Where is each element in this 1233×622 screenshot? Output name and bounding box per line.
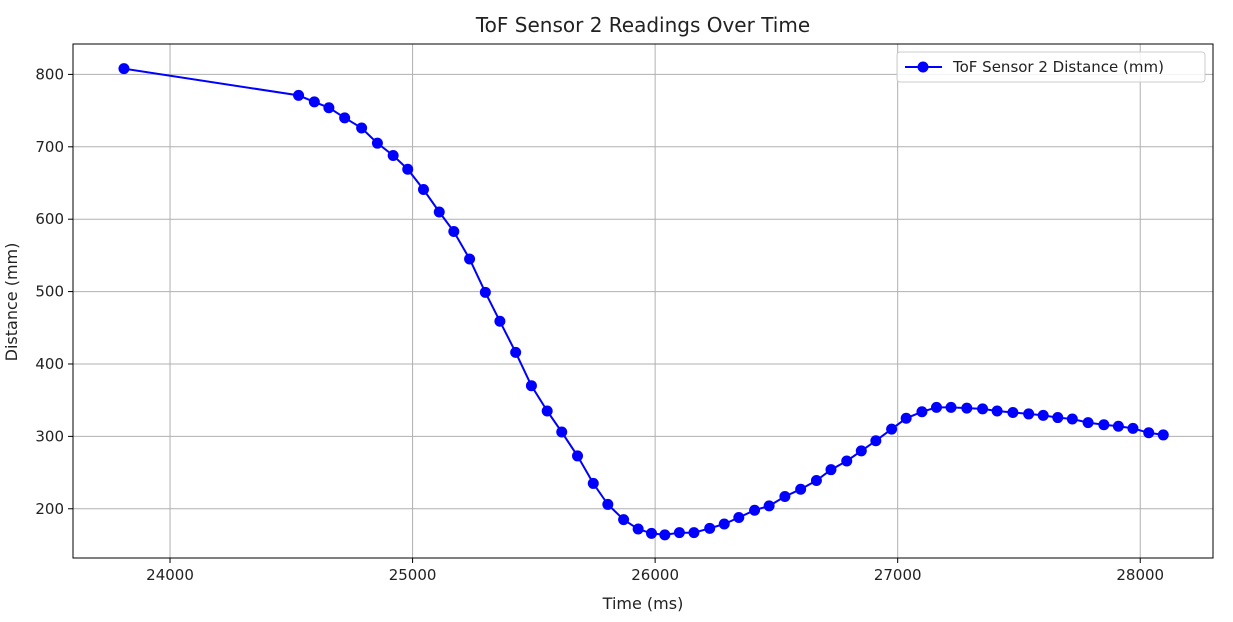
data-point xyxy=(930,401,942,413)
data-point xyxy=(464,253,476,265)
legend-label: ToF Sensor 2 Distance (mm) xyxy=(952,58,1164,76)
data-point xyxy=(417,184,429,196)
data-point xyxy=(704,522,716,534)
data-point xyxy=(900,412,912,424)
data-point xyxy=(1112,420,1124,432)
data-point xyxy=(293,89,305,101)
x-axis-label: Time (ms) xyxy=(602,594,684,613)
data-point xyxy=(718,518,730,530)
y-axis-label: Distance (mm) xyxy=(2,243,21,362)
data-point xyxy=(673,527,685,539)
data-point xyxy=(371,137,383,149)
y-tick-label: 700 xyxy=(35,138,64,156)
data-point xyxy=(1066,413,1078,425)
y-tick-label: 500 xyxy=(35,283,64,301)
data-point xyxy=(339,112,351,124)
data-point xyxy=(1127,422,1139,434)
y-tick-label: 200 xyxy=(35,500,64,518)
data-point xyxy=(1098,419,1110,431)
data-point xyxy=(795,483,807,495)
legend-box xyxy=(896,51,1206,83)
data-point xyxy=(602,498,614,510)
data-point xyxy=(572,450,584,462)
data-point xyxy=(825,464,837,476)
y-tick-label: 800 xyxy=(35,65,64,83)
data-point xyxy=(118,63,130,75)
data-point xyxy=(525,380,537,392)
data-point xyxy=(433,206,445,218)
data-point xyxy=(855,445,867,457)
y-tick-label: 400 xyxy=(35,355,64,373)
plot-frame xyxy=(72,43,1214,559)
data-point xyxy=(763,500,775,512)
data-point xyxy=(688,527,700,539)
data-point xyxy=(977,403,989,415)
legend: ToF Sensor 2 Distance (mm) xyxy=(896,51,1206,83)
data-point xyxy=(645,527,657,539)
x-tick-label: 25000 xyxy=(389,566,437,584)
data-point xyxy=(510,346,522,358)
data-point xyxy=(1007,406,1019,418)
data-point xyxy=(810,475,822,487)
x-tick-label: 26000 xyxy=(631,566,679,584)
data-point xyxy=(1157,429,1169,441)
data-point xyxy=(1037,409,1049,421)
y-tick-label: 300 xyxy=(35,427,64,445)
data-point xyxy=(308,96,320,108)
data-point xyxy=(991,405,1003,417)
data-point xyxy=(587,477,599,489)
data-point xyxy=(841,455,853,467)
data-point xyxy=(1023,408,1035,420)
data-point xyxy=(1082,417,1094,429)
data-point xyxy=(870,435,882,447)
data-point xyxy=(659,529,671,541)
data-point xyxy=(448,226,460,238)
data-point xyxy=(779,490,791,502)
data-point xyxy=(402,163,414,175)
data-point xyxy=(494,315,506,327)
data-point xyxy=(886,423,898,435)
data-point xyxy=(323,102,335,114)
data-point xyxy=(916,406,928,418)
legend-marker xyxy=(917,61,929,73)
data-point xyxy=(961,402,973,414)
data-point xyxy=(1143,427,1155,439)
x-tick-label: 27000 xyxy=(874,566,922,584)
x-axis: 24000 25000 26000 27000 28000 xyxy=(146,558,1164,584)
series-layer xyxy=(118,63,1169,541)
x-tick-label: 24000 xyxy=(146,566,194,584)
grid xyxy=(73,44,1213,558)
data-point xyxy=(749,504,761,516)
y-tick-label: 600 xyxy=(35,210,64,228)
data-point xyxy=(541,405,553,417)
data-point xyxy=(733,511,745,523)
data-point xyxy=(618,514,630,526)
x-tick-label: 28000 xyxy=(1116,566,1164,584)
data-point xyxy=(387,149,399,161)
data-point xyxy=(632,523,644,535)
data-point xyxy=(556,426,568,438)
series-line xyxy=(123,67,1164,536)
data-point xyxy=(356,122,368,134)
data-point xyxy=(945,401,957,413)
y-axis: 200 300 400 500 600 700 800 xyxy=(35,65,73,518)
data-point xyxy=(1052,412,1064,424)
data-point xyxy=(479,286,491,298)
chart-title: ToF Sensor 2 Readings Over Time xyxy=(475,13,810,37)
